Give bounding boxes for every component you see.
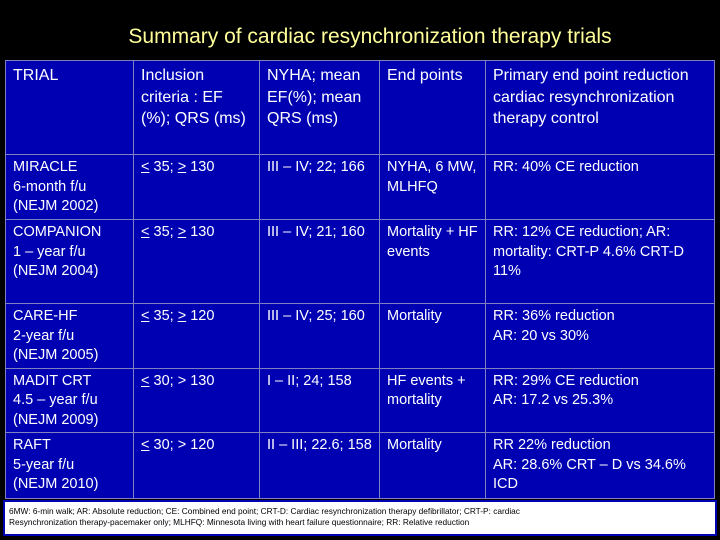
cell-nyha-ef-qrs: III – IV; 25; 160 [259,303,380,369]
table-header-row: TRIAL Inclusion criteria : EF (%); QRS (… [5,60,715,155]
table-row: MIRACLE 6-month f/u (NEJM 2002) < 35; > 1… [5,154,715,220]
qrs-value: 130 [190,372,215,389]
cell-nyha-ef-qrs: III – IV; 22; 166 [259,154,380,220]
ef-operator: < [141,224,150,240]
cell-inclusion-criteria: < 30; > 130 [133,367,260,433]
cell-nyha-ef-qrs: II – III; 22.6; 158 [259,432,380,499]
table-row: RAFT 5-year f/u (NEJM 2010) < 30; > 120 II… [5,432,715,499]
cell-end-points: Mortality [379,432,486,499]
cell-inclusion-criteria: < 30; > 120 [133,432,260,499]
footnote-box: 6MW: 6-min walk; AR: Absolute reduction;… [3,500,717,536]
cell-inclusion-criteria: < 35; > 120 [133,303,260,369]
qrs-operator: > [177,437,187,453]
ef-value: 35 [153,308,170,324]
ef-value: 30 [153,437,170,453]
cell-primary-end-point: RR 22% reduction AR: 28.6% CRT – D vs 34… [485,432,715,499]
ef-operator: < [141,308,150,324]
slide-title: Summary of cardiac resynchronization the… [128,25,612,48]
ef-value: 35 [153,224,170,240]
cell-end-points: Mortality [379,303,486,369]
qrs-value: 130 [190,224,215,240]
header-nyha-ef-qrs: NYHA; mean EF(%); mean QRS (ms) [259,60,380,155]
cell-nyha-ef-qrs: I – II; 24; 158 [259,367,380,433]
cell-end-points: HF events + mortality [379,367,486,433]
cell-trial: COMPANION 1 – year f/u (NEJM 2004) [5,219,134,304]
header-inclusion-criteria: Inclusion criteria : EF (%); QRS (ms) [133,60,260,155]
header-primary-end-point: Primary end point reduction cardiac resy… [485,60,715,155]
cell-primary-end-point: RR: 36% reduction AR: 20 vs 30% [485,303,715,369]
ef-operator: < [141,437,150,453]
cell-trial: RAFT 5-year f/u (NEJM 2010) [5,432,134,499]
table-row: MADIT CRT 4.5 – year f/u (NEJM 2009) < 30… [5,367,715,433]
qrs-operator: > [177,159,187,175]
trials-table: TRIAL Inclusion criteria : EF (%); QRS (… [5,60,715,499]
qrs-value: 120 [190,437,215,453]
header-end-points: End points [379,60,486,155]
cell-trial: MADIT CRT 4.5 – year f/u (NEJM 2009) [5,367,134,433]
qrs-value: 120 [190,308,215,324]
cell-inclusion-criteria: < 35; > 130 [133,219,260,304]
footnote-abbreviations: 6MW: 6-min walk; AR: Absolute reduction;… [9,506,520,527]
header-trial: TRIAL [5,60,134,155]
cell-trial: CARE-HF 2-year f/u (NEJM 2005) [5,303,134,369]
table-body: MIRACLE 6-month f/u (NEJM 2002) < 35; > 1… [5,154,715,499]
cell-primary-end-point: RR: 29% CE reduction AR: 17.2 vs 25.3% [485,367,715,433]
cell-end-points: NYHA, 6 MW, MLHFQ [379,154,486,220]
qrs-value: 130 [190,159,215,175]
table-row: COMPANION 1 – year f/u (NEJM 2004) < 35; … [5,219,715,304]
qrs-operator: > [177,372,187,389]
cell-primary-end-point: RR: 40% CE reduction [485,154,715,220]
trials-table-container: TRIAL Inclusion criteria : EF (%); QRS (… [5,60,715,499]
ef-operator: < [141,159,150,175]
cell-primary-end-point: RR: 12% CE reduction; AR: mortality: CRT… [485,219,715,304]
cell-inclusion-criteria: < 35; > 130 [133,154,260,220]
cell-end-points: Mortality + HF events [379,219,486,304]
ef-operator: < [141,372,150,389]
table-row: CARE-HF 2-year f/u (NEJM 2005) < 35; > 12… [5,303,715,369]
cell-nyha-ef-qrs: III – IV; 21; 160 [259,219,380,304]
qrs-operator: > [177,308,187,324]
ef-value: 30 [153,372,170,389]
qrs-operator: > [177,224,187,240]
cell-trial: MIRACLE 6-month f/u (NEJM 2002) [5,154,134,220]
ef-value: 35 [153,159,170,175]
